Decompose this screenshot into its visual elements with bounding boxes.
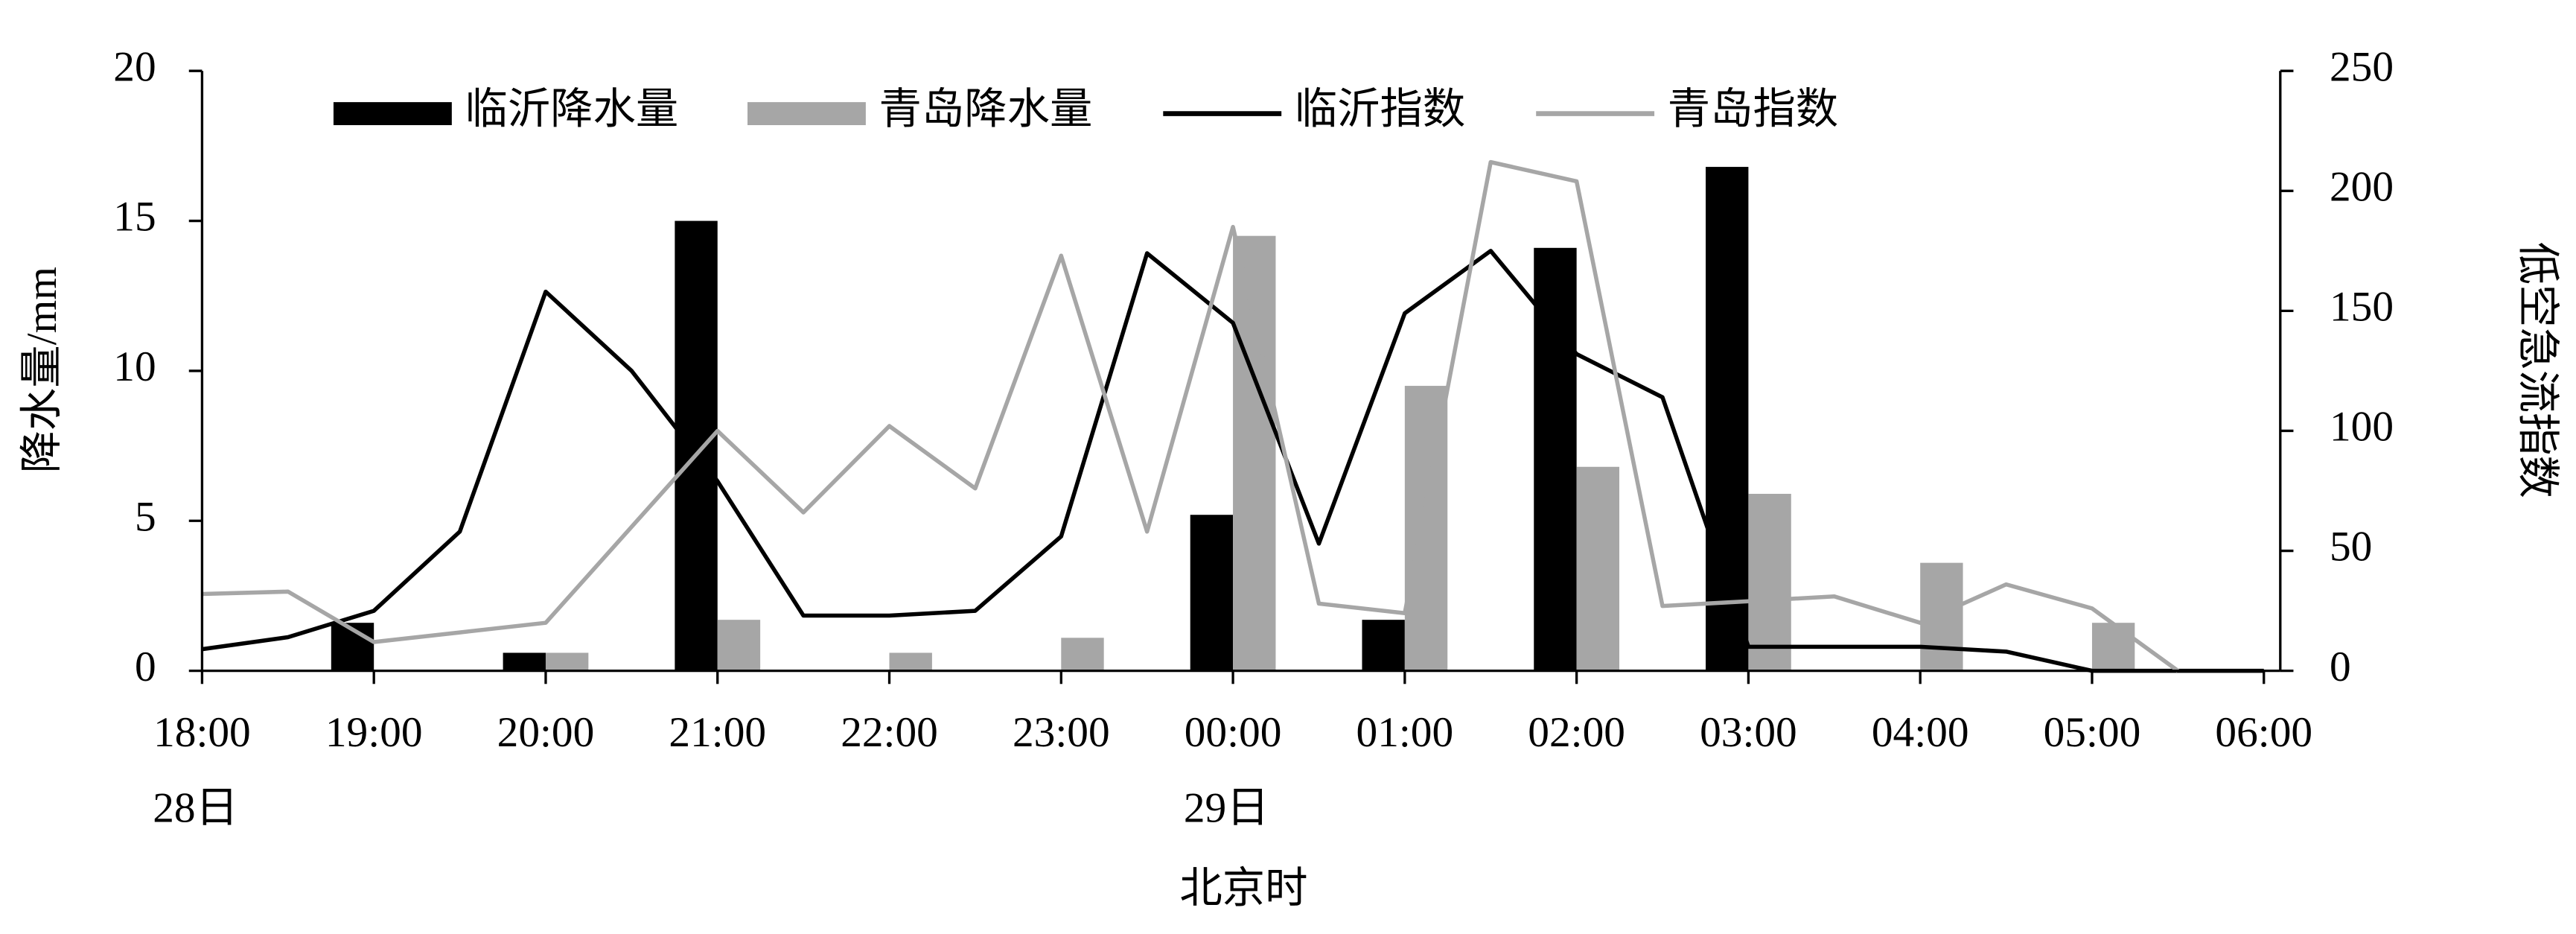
bar [1362, 620, 1405, 671]
legend-label: 临沂降水量 [465, 86, 678, 133]
x-tick-label: 20:00 [497, 709, 595, 756]
x-tick-label: 03:00 [1700, 709, 1797, 756]
bar [717, 620, 761, 671]
x-tick-label: 23:00 [1013, 709, 1110, 756]
line [202, 159, 2179, 673]
line [202, 249, 2264, 673]
y2-axis-label: 低空急流指数 [2513, 242, 2560, 498]
y2-tick-label: 250 [2330, 43, 2394, 90]
y2-tick-label: 100 [2330, 404, 2394, 451]
bar [1748, 494, 1791, 671]
legend-label: 青岛降水量 [879, 86, 1093, 133]
bar [1706, 167, 1749, 671]
y2-tick-label: 150 [2330, 284, 2394, 331]
bar [675, 220, 718, 671]
x-tick-label: 01:00 [1356, 709, 1454, 756]
legend-swatch [333, 102, 452, 126]
x-tick-label: 04:00 [1872, 709, 1969, 756]
bar [889, 652, 932, 671]
x-tick-label: 05:00 [2044, 709, 2141, 756]
y-tick-label: 5 [135, 493, 156, 540]
x-tick-label: 18:00 [153, 709, 251, 756]
x-tick-label: 22:00 [841, 709, 938, 756]
y2-tick-label: 0 [2330, 644, 2351, 690]
date-annotation: 28日 [153, 785, 238, 832]
x-tick-label: 21:00 [669, 709, 766, 756]
legend-label: 临沂指数 [1295, 86, 1465, 133]
y-tick-label: 20 [113, 43, 156, 90]
y-tick-label: 10 [113, 343, 156, 390]
x-axis-label: 北京时 [1179, 865, 1307, 912]
bar [1061, 638, 1104, 671]
bar [2091, 623, 2135, 671]
bar [1233, 235, 1276, 671]
y2-tick-label: 200 [2330, 163, 2394, 210]
y-tick-label: 0 [135, 644, 156, 690]
bar [545, 652, 589, 671]
y2-tick-label: 50 [2330, 524, 2372, 571]
bar [1920, 562, 1963, 671]
bar [1190, 515, 1234, 671]
x-tick-label: 06:00 [2215, 709, 2312, 756]
bar [1576, 466, 1620, 671]
y-tick-label: 15 [113, 194, 156, 241]
x-tick-label: 00:00 [1185, 709, 1282, 756]
bar [1534, 247, 1577, 671]
legend-label: 青岛指数 [1668, 86, 1838, 133]
x-tick-label: 19:00 [325, 709, 423, 756]
legend-swatch [747, 102, 866, 126]
date-annotation: 29日 [1184, 785, 1269, 832]
y-axis-label: 降水量/mm [19, 267, 66, 473]
x-tick-label: 02:00 [1528, 709, 1625, 756]
bar [503, 652, 546, 671]
